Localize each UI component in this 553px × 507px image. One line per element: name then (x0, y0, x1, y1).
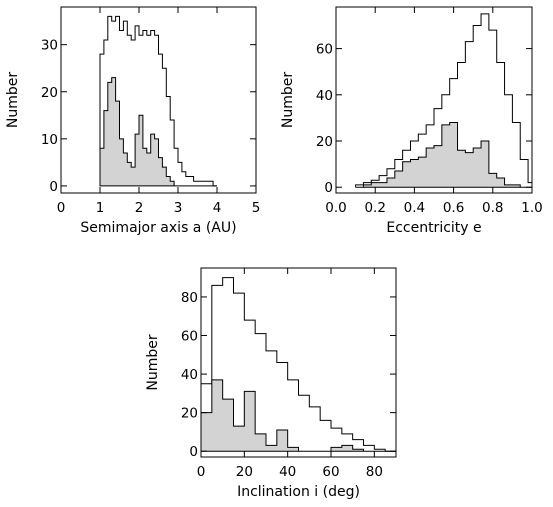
y-axis-label: Number (145, 334, 161, 390)
plot-frame (335, 6, 533, 194)
x-tick-label: 1 (96, 200, 105, 216)
plot-frame (200, 267, 397, 458)
x-tick-label: 4 (213, 200, 222, 216)
x-tick-label: 5 (252, 200, 261, 216)
x-tick-label: 20 (236, 464, 253, 480)
y-tick-label: 0 (49, 179, 58, 195)
x-tick-label: 0.0 (325, 200, 346, 216)
y-tick-label: 80 (181, 290, 198, 306)
y-axis-label: Number (5, 72, 21, 128)
plot-frame (60, 6, 257, 194)
y-tick-label: 0 (324, 180, 333, 196)
y-tick-label: 20 (316, 134, 333, 150)
x-tick-label: 3 (174, 200, 183, 216)
histogram-total-inclination (201, 277, 396, 452)
histogram-subset-semimajor (99, 77, 217, 187)
y-tick-label: 60 (316, 42, 333, 58)
x-tick-label: 0.2 (364, 200, 385, 216)
histogram-total-eccentricity (355, 13, 532, 188)
y-tick-label: 40 (316, 88, 333, 104)
x-tick-label: 0.6 (443, 200, 464, 216)
histogram-total-semimajor (99, 15, 217, 187)
x-axis-label: Eccentricity e (386, 220, 481, 236)
panel-inclination: 0 20 40 60 80 0 20 40 60 80 Inclination i (deg) Num… (145, 267, 397, 500)
x-axis-label: Semimajor axis a (AU) (80, 220, 236, 236)
x-tick-label: 60 (322, 464, 339, 480)
x-tick-label: 40 (279, 464, 296, 480)
histogram-subset-inclination (201, 379, 396, 452)
y-tick-label: 20 (181, 406, 198, 422)
x-tick-label: 1.0 (521, 200, 542, 216)
y-tick-label: 30 (41, 38, 58, 54)
y-tick-label: 10 (41, 132, 58, 148)
x-tick-label: 80 (366, 464, 383, 480)
x-axis-label: Inclination i (deg) (237, 484, 360, 500)
x-tick-label: 0 (57, 200, 66, 216)
x-tick-label: 0.4 (404, 200, 425, 216)
panel-eccentricity: 0.0 0.2 0.4 0.6 0.8 1.0 0 20 40 60 Eccentricity e N… (280, 6, 543, 236)
x-tick-label: 0.8 (482, 200, 503, 216)
x-tick-label: 2 (135, 200, 144, 216)
histogram-subset-eccentricity (355, 122, 532, 188)
y-tick-label: 60 (181, 329, 198, 345)
y-axis-label: Number (280, 72, 296, 128)
y-tick-label: 40 (181, 367, 198, 383)
y-tick-label: 0 (189, 444, 198, 460)
panel-semimajor: 0 1 2 3 4 5 0 10 20 30 Semimajor axis a (AU) Number (5, 6, 261, 236)
x-tick-label: 0 (197, 464, 206, 480)
y-tick-label: 20 (41, 85, 58, 101)
